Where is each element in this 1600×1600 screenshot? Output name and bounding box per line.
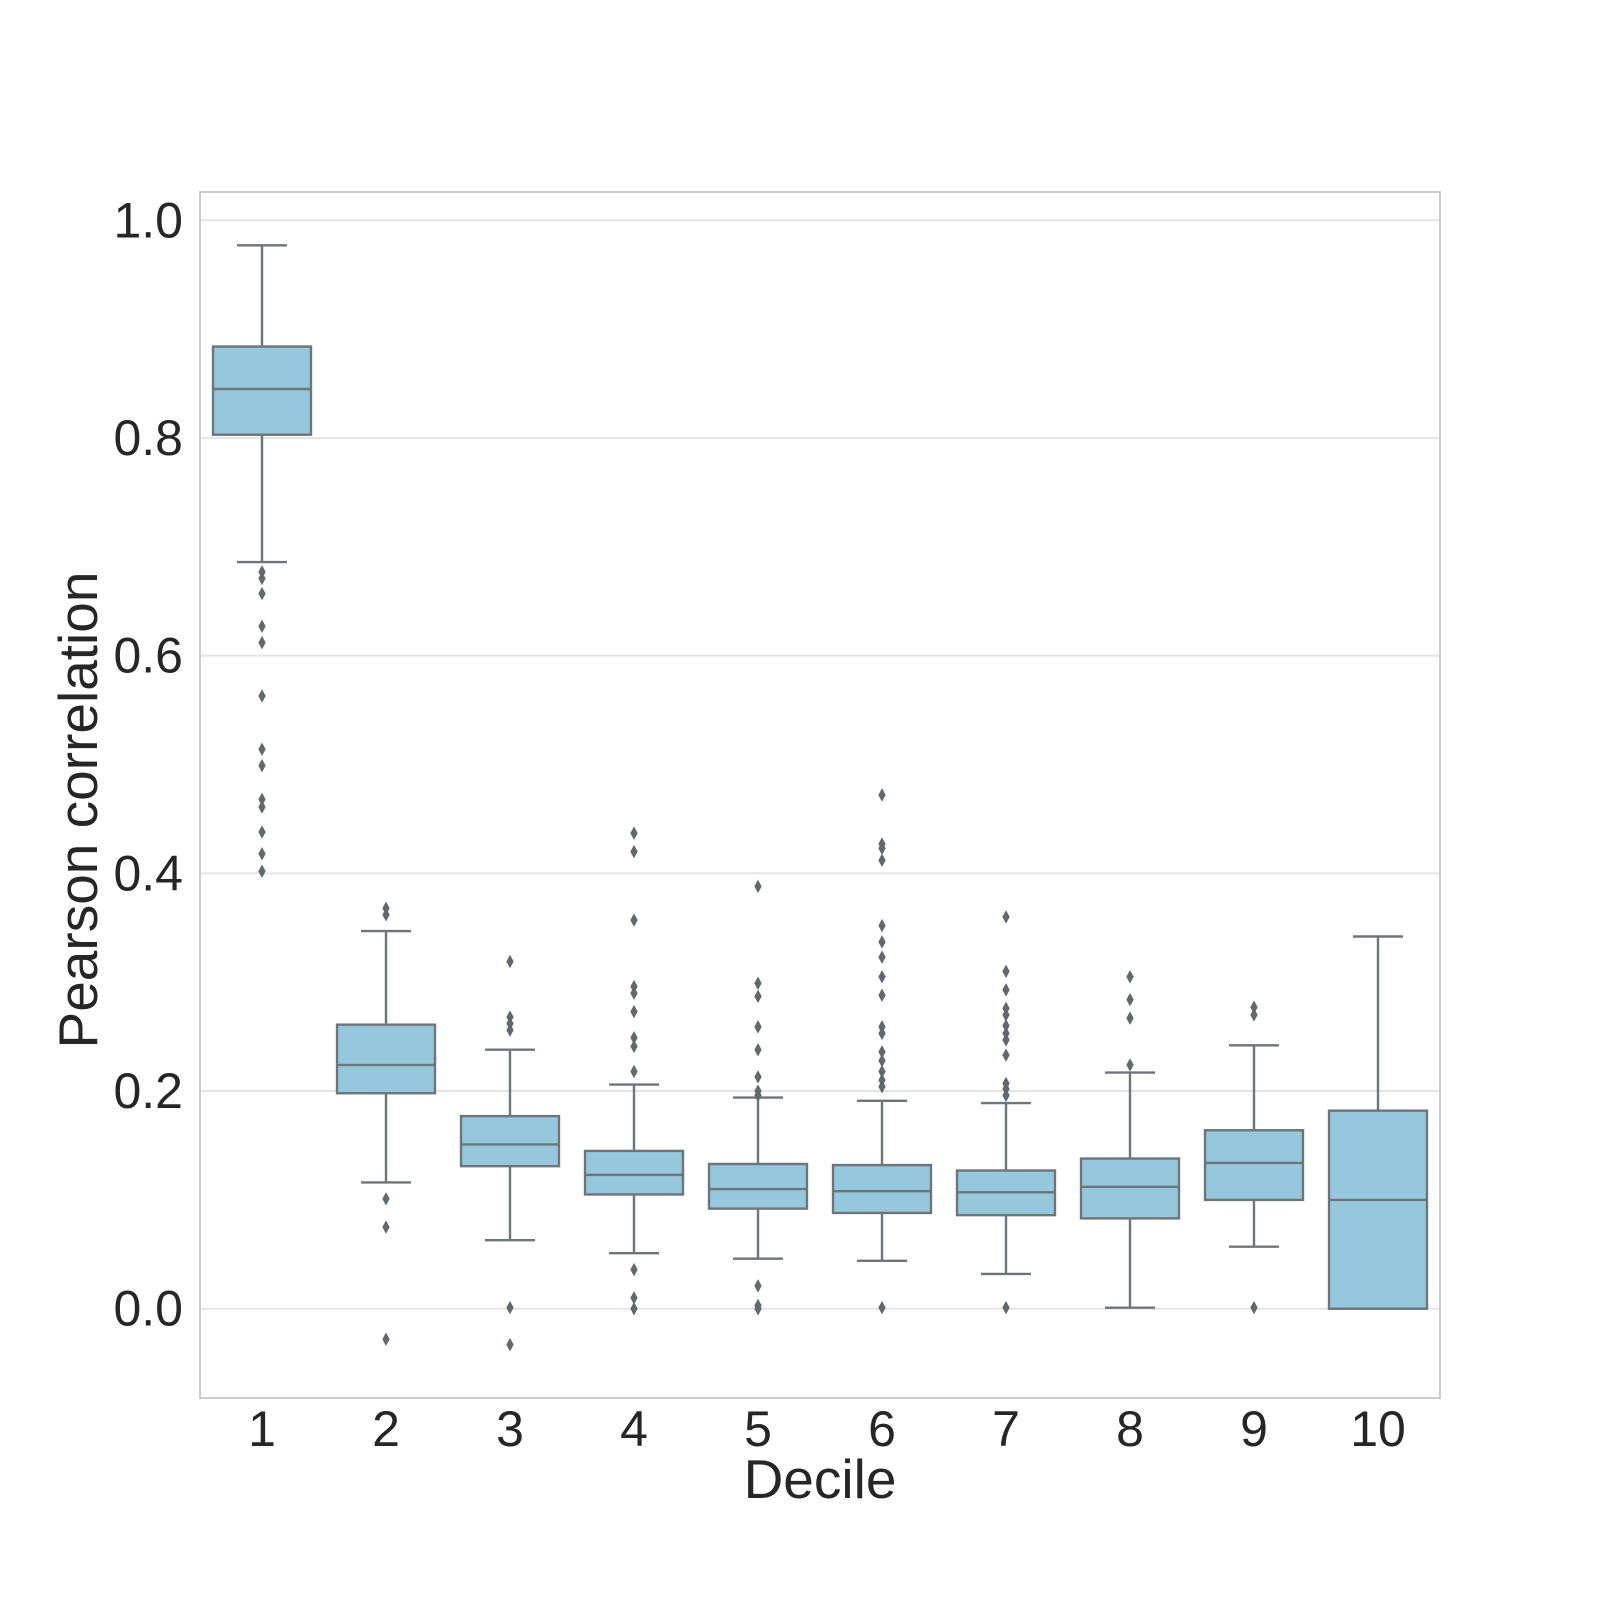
- outlier-decile-6: [878, 988, 886, 1003]
- outlier-decile-7: [1002, 1300, 1010, 1315]
- outlier-decile-6: [878, 935, 886, 949]
- outlier-decile-5: [754, 879, 762, 894]
- outlier-decile-8: [1126, 970, 1134, 984]
- outlier-decile-6: [878, 950, 886, 964]
- y-tick-label-0.6: 0.6: [113, 628, 183, 684]
- outlier-decile-3: [506, 1337, 514, 1352]
- outlier-decile-6: [878, 788, 886, 802]
- x-tick-label-7: 7: [992, 1401, 1020, 1457]
- outlier-decile-1: [258, 800, 266, 814]
- outlier-decile-1: [258, 825, 266, 839]
- outlier-decile-4: [630, 1004, 638, 1019]
- outlier-decile-1: [258, 758, 266, 773]
- outlier-decile-3: [506, 954, 514, 969]
- x-tick-label-3: 3: [496, 1401, 524, 1457]
- outlier-decile-6: [878, 1079, 886, 1094]
- outlier-decile-5: [754, 1302, 762, 1316]
- outlier-decile-2: [382, 1220, 390, 1234]
- outlier-decile-5: [754, 976, 762, 991]
- outlier-decile-7: [1002, 1088, 1010, 1103]
- outlier-decile-4: [630, 986, 638, 1000]
- outlier-decile-1: [258, 571, 266, 586]
- y-tick-label-0.0: 0.0: [113, 1281, 183, 1337]
- box-decile-9: [1203, 1129, 1305, 1202]
- box-decile-5: [707, 1162, 809, 1210]
- outlier-decile-2: [382, 907, 390, 922]
- outlier-decile-1: [258, 864, 266, 878]
- outlier-decile-1: [258, 619, 266, 634]
- outlier-decile-6: [878, 853, 886, 868]
- x-tick-label-1: 1: [248, 1401, 276, 1457]
- outlier-decile-4: [630, 1064, 638, 1079]
- outlier-decile-7: [1002, 1048, 1010, 1062]
- outlier-decile-7: [1002, 964, 1010, 979]
- outlier-decile-5: [754, 1020, 762, 1034]
- outlier-decile-5: [754, 989, 762, 1004]
- outlier-decile-4: [630, 844, 638, 859]
- outlier-decile-4: [630, 826, 638, 840]
- outlier-decile-5: [754, 1042, 762, 1057]
- x-tick-label-2: 2: [372, 1401, 400, 1457]
- y-axis-title: Pearson correlation: [47, 572, 109, 1049]
- box-decile-3: [459, 1114, 561, 1168]
- outlier-decile-6: [878, 1026, 886, 1041]
- x-axis-title: Decile: [744, 1448, 897, 1510]
- outlier-decile-6: [878, 918, 886, 933]
- x-tick-label-8: 8: [1116, 1401, 1144, 1457]
- x-tick-label-6: 6: [868, 1401, 896, 1457]
- y-tick-label-0.4: 0.4: [113, 845, 183, 901]
- x-tick-label-5: 5: [744, 1401, 772, 1457]
- outlier-decile-4: [630, 913, 638, 927]
- box-decile-8: [1079, 1157, 1181, 1220]
- outlier-decile-2: [382, 1192, 390, 1206]
- box-decile-6: [831, 1163, 933, 1215]
- y-tick-label-0.8: 0.8: [113, 410, 183, 466]
- outlier-decile-3: [506, 1300, 514, 1315]
- y-tick-label-0.2: 0.2: [113, 1063, 183, 1119]
- outlier-decile-8: [1126, 1058, 1134, 1072]
- outlier-decile-9: [1250, 1300, 1258, 1315]
- outlier-decile-4: [630, 1302, 638, 1316]
- x-tick-label-10: 10: [1350, 1401, 1406, 1457]
- outlier-decile-5: [754, 1279, 762, 1293]
- x-tick-label-4: 4: [620, 1401, 648, 1457]
- outlier-decile-3: [506, 1023, 514, 1037]
- box-decile-4: [583, 1149, 685, 1196]
- plot-border: [199, 191, 1441, 1399]
- outlier-decile-5: [754, 1070, 762, 1084]
- outlier-decile-8: [1126, 992, 1134, 1007]
- outlier-decile-1: [258, 635, 266, 650]
- outlier-decile-4: [630, 1262, 638, 1277]
- outlier-decile-7: [1002, 910, 1010, 924]
- x-tick-label-9: 9: [1240, 1401, 1268, 1457]
- outlier-decile-7: [1002, 983, 1010, 997]
- outlier-decile-1: [258, 689, 266, 703]
- y-tick-label-1.0: 1.0: [113, 192, 183, 248]
- outlier-decile-4: [630, 1039, 638, 1054]
- outlier-decile-6: [878, 1300, 886, 1315]
- box-decile-1: [211, 345, 313, 436]
- outlier-decile-1: [258, 586, 266, 601]
- outlier-decile-6: [878, 970, 886, 984]
- outlier-decile-7: [1002, 1033, 1010, 1047]
- box-decile-10: [1327, 1109, 1429, 1310]
- box-decile-2: [335, 1023, 437, 1095]
- outlier-decile-1: [258, 847, 266, 861]
- outlier-decile-2: [382, 1332, 390, 1346]
- outlier-decile-9: [1250, 1008, 1258, 1022]
- outlier-decile-1: [258, 742, 266, 757]
- outlier-decile-5: [754, 1088, 762, 1103]
- outlier-decile-8: [1126, 1011, 1134, 1025]
